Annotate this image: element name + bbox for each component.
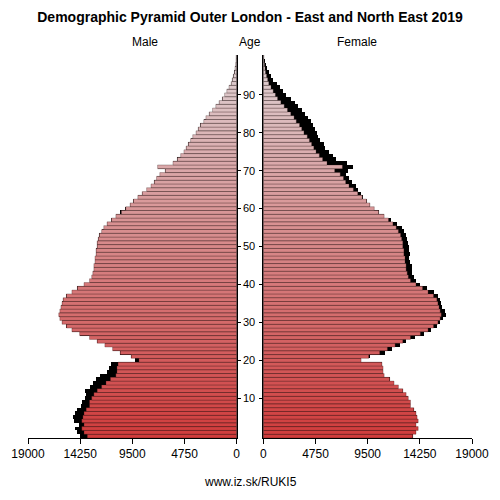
svg-text:Demographic Pyramid Outer Lond: Demographic Pyramid Outer London - East … [37, 9, 463, 25]
svg-text:90: 90 [243, 89, 255, 101]
svg-text:20: 20 [243, 354, 255, 366]
svg-text:40: 40 [243, 278, 255, 290]
svg-text:4750: 4750 [302, 447, 329, 461]
svg-text:19000: 19000 [11, 447, 45, 461]
svg-text:0: 0 [233, 447, 240, 461]
svg-text:9500: 9500 [119, 447, 146, 461]
svg-text:4750: 4750 [171, 447, 198, 461]
svg-text:80: 80 [243, 127, 255, 139]
svg-text:60: 60 [243, 202, 255, 214]
svg-text:Age: Age [239, 35, 261, 49]
svg-text:Male: Male [132, 35, 158, 49]
svg-text:19000: 19000 [455, 447, 489, 461]
svg-text:70: 70 [243, 165, 255, 177]
svg-text:9500: 9500 [354, 447, 381, 461]
svg-text:14250: 14250 [403, 447, 437, 461]
svg-text:Female: Female [337, 35, 377, 49]
svg-text:www.iz.sk/RUKI5: www.iz.sk/RUKI5 [204, 475, 297, 489]
svg-text:30: 30 [243, 316, 255, 328]
svg-text:14250: 14250 [63, 447, 97, 461]
svg-text:10: 10 [243, 392, 255, 404]
svg-text:50: 50 [243, 240, 255, 252]
svg-text:0: 0 [260, 447, 267, 461]
